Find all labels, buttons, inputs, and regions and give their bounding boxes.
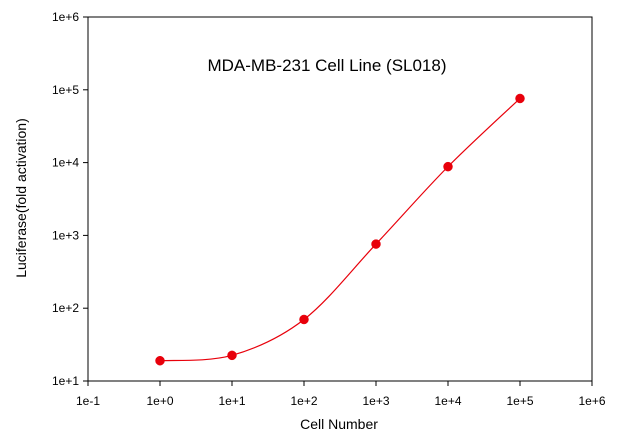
x-axis-title: Cell Number [300, 416, 378, 432]
y-axis-ticks: 1e+1 1e+2 1e+3 1e+4 1e+5 1e+6 [52, 10, 88, 388]
x-tick-label: 1e-1 [76, 394, 100, 408]
x-tick-label: 1e+0 [146, 394, 173, 408]
x-tick-label: 1e+2 [290, 394, 317, 408]
x-tick-label: 1e+3 [362, 394, 389, 408]
data-point [371, 239, 381, 249]
x-tick-label: 1e+5 [506, 394, 533, 408]
y-axis-title: Luciferase(fold activation) [13, 118, 29, 278]
y-tick-label: 1e+2 [52, 301, 79, 315]
y-tick-label: 1e+1 [52, 374, 79, 388]
data-point [155, 355, 165, 366]
chart-title: MDA-MB-231 Cell Line (SL018) [207, 56, 446, 75]
data-point [443, 161, 453, 172]
x-axis-ticks: 1e-1 1e+0 1e+1 1e+2 1e+3 1e+4 1e+5 1e+6 [76, 381, 606, 408]
y-tick-label: 1e+6 [52, 10, 79, 24]
plot-border [87, 16, 593, 382]
data-point [299, 314, 309, 325]
data-point [227, 350, 237, 361]
x-tick-label: 1e+6 [578, 394, 605, 408]
y-tick-label: 1e+3 [52, 228, 79, 242]
fit-curve-layer [159, 98, 521, 362]
data-point [515, 93, 525, 104]
x-tick-label: 1e+1 [218, 394, 245, 408]
x-tick-label: 1e+4 [434, 394, 461, 408]
plot-frame [87, 16, 593, 382]
y-tick-label: 1e+5 [52, 83, 79, 97]
data-points [155, 93, 525, 366]
y-tick-label: 1e+4 [52, 156, 79, 170]
fit-curve [159, 98, 521, 362]
